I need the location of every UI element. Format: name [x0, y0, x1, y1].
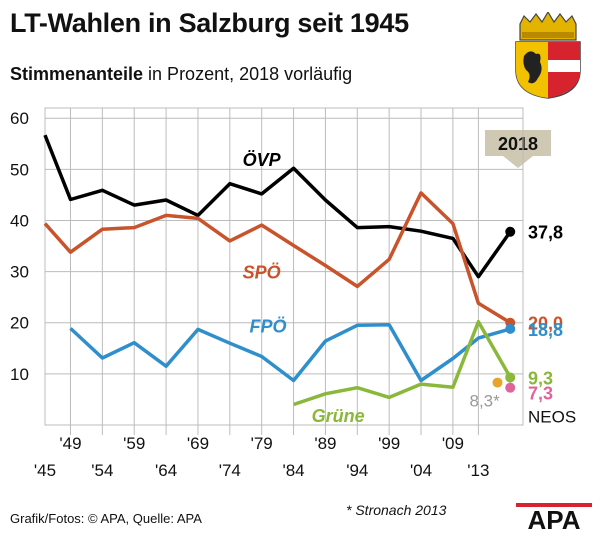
year-2018-badge: 2018: [485, 130, 551, 168]
x-tick-label-1979: '79: [251, 434, 273, 453]
apa-logo: APA: [516, 503, 592, 531]
subtitle-bold: Stimmenanteile: [10, 64, 144, 84]
plot-frame: [44, 107, 524, 426]
footer-credits: Grafik/Fotos: © APA, Quelle: APA: [10, 511, 202, 526]
x-tick-label-2004: '04: [410, 461, 432, 480]
salzburg-crest-icon: [515, 12, 581, 99]
end-point-Grüne: [505, 372, 516, 383]
x-tick-label-1984: '84: [282, 461, 304, 480]
end-point-ÖVP: [505, 226, 516, 237]
x-tick-label-1969: '69: [187, 434, 209, 453]
x-tick-label-1949: '49: [59, 434, 81, 453]
value-label-Stronach: 8,3*: [470, 392, 501, 411]
y-tick-label-50: 50: [10, 160, 29, 179]
end-point-FPÖ: [505, 323, 516, 334]
x-tick-label-1974: '74: [219, 461, 241, 480]
series-line-FPÖ: [69, 323, 511, 383]
x-tick-label-1999: '99: [378, 434, 400, 453]
end-value-label-Grüne: 9,3: [528, 368, 553, 388]
value-label-NEOS: 7,3: [528, 384, 553, 404]
series-line-SPÖ: [43, 191, 512, 325]
x-tick-label-1959: '59: [123, 434, 145, 453]
y-tick-label-30: 30: [10, 263, 29, 282]
footer-note: * Stronach 2013: [346, 502, 447, 518]
y-tick-label-60: 60: [10, 109, 29, 128]
series-label-Grüne: Grüne: [312, 406, 365, 426]
x-tick-label-2009: '09: [442, 434, 464, 453]
series-line-Grüne: [293, 319, 512, 407]
series-label-SPÖ: SPÖ: [243, 263, 281, 283]
neos-axis-label: NEOS: [528, 408, 576, 427]
y-tick-label-40: 40: [10, 211, 29, 230]
series-label-ÖVP: ÖVP: [243, 150, 282, 170]
point-NEOS: [505, 382, 516, 393]
chart-title: LT-Wahlen in Salzburg seit 1945: [10, 8, 409, 38]
y-tick-label-20: 20: [10, 314, 29, 333]
subtitle-rest: in Prozent, 2018 vorläufig: [143, 64, 353, 84]
x-tick-label-2013: '13: [467, 461, 489, 480]
badge-year-text: 2018: [498, 134, 538, 154]
series-label-FPÖ: FPÖ: [250, 316, 287, 336]
end-value-label-FPÖ: 18,8: [528, 320, 563, 340]
x-tick-label-1945: '45: [34, 461, 56, 480]
apa-logo-text: APA: [528, 505, 581, 531]
point-Stronach: [492, 377, 503, 388]
x-tick-label-1994: '94: [346, 461, 368, 480]
end-value-label-ÖVP: 37,8: [528, 223, 563, 243]
series-line-ÖVP: [43, 134, 512, 279]
end-value-label-SPÖ: 20,0: [528, 314, 563, 334]
badge-arrow-shape: [485, 130, 551, 168]
y-tick-label-10: 10: [10, 365, 29, 384]
chart-subtitle: Stimmenanteile in Prozent, 2018 vorläufi…: [10, 64, 352, 85]
x-tick-label-1954: '54: [91, 461, 113, 480]
x-tick-label-1989: '89: [314, 434, 336, 453]
x-tick-label-1964: '64: [155, 461, 177, 480]
